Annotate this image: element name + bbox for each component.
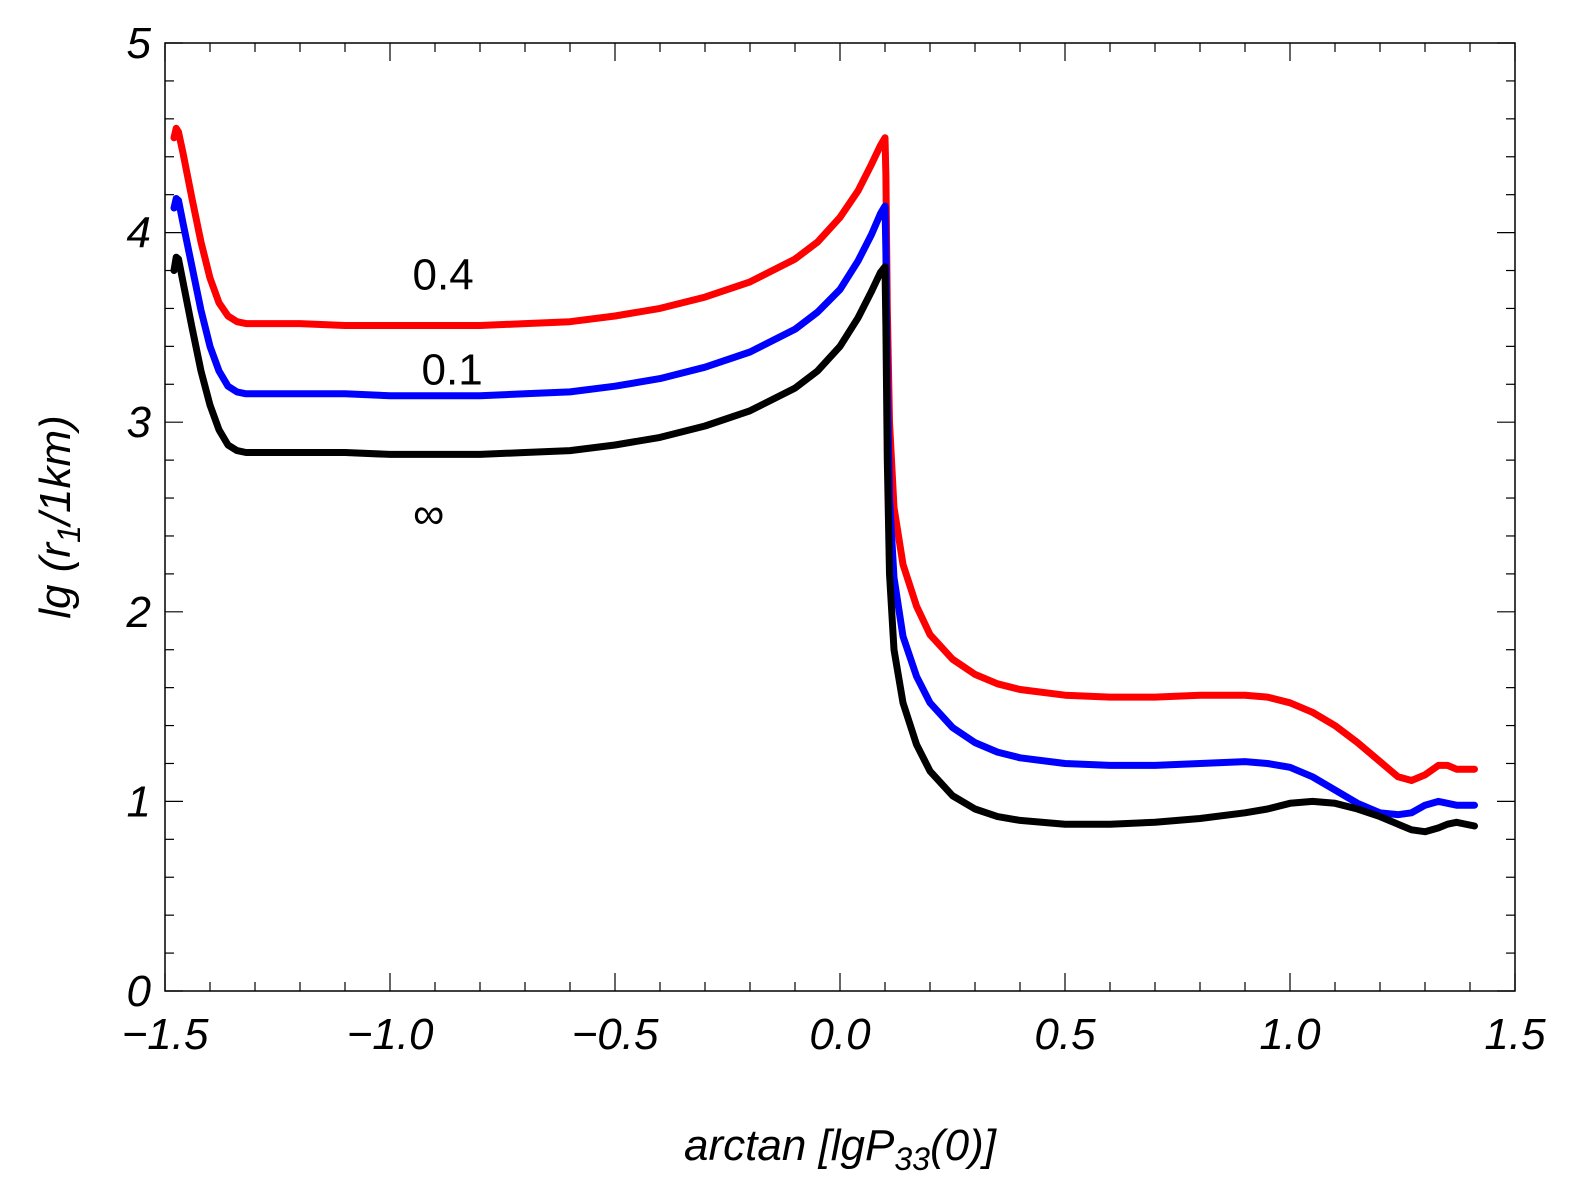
y-axis-label: lg (r1/1km) <box>31 415 87 619</box>
x-tick-label: −1.5 <box>122 1010 209 1059</box>
x-tick-label: −0.5 <box>572 1010 659 1059</box>
series-layer <box>170 124 1478 836</box>
series-line-0.1 <box>170 195 1478 819</box>
annotations: 0.4 0.1 ∞ <box>413 250 483 538</box>
curve-label: 0.4 <box>413 250 474 299</box>
y-tick-label: 0 <box>127 967 152 1016</box>
plot-frame <box>164 42 1516 992</box>
tick-labels: −1.5 −1.0 −0.5 0.0 0.5 1.0 1.5 0 1 2 3 4 5 <box>122 19 1547 1059</box>
y-tick-label: 4 <box>127 209 151 258</box>
y-tick-label: 5 <box>127 19 152 68</box>
x-tick-label: 0.0 <box>809 1010 871 1059</box>
series-line-∞ <box>170 253 1478 836</box>
x-axis-label: arctan [lgP33(0)] <box>684 1121 998 1177</box>
x-tick-label: 1.5 <box>1484 1010 1546 1059</box>
major-ticks <box>164 42 1516 992</box>
x-tick-label: 1.0 <box>1259 1010 1321 1059</box>
series-line-0.4 <box>170 124 1478 784</box>
curve-label: ∞ <box>413 489 444 538</box>
y-tick-label: 1 <box>127 777 151 826</box>
y-tick-label: 2 <box>126 588 151 637</box>
x-tick-label: −1.0 <box>347 1010 434 1059</box>
x-tick-label: 0.5 <box>1034 1010 1096 1059</box>
minor-ticks <box>165 43 1515 991</box>
curve-label: 0.1 <box>422 345 483 394</box>
y-tick-label: 3 <box>127 398 152 447</box>
